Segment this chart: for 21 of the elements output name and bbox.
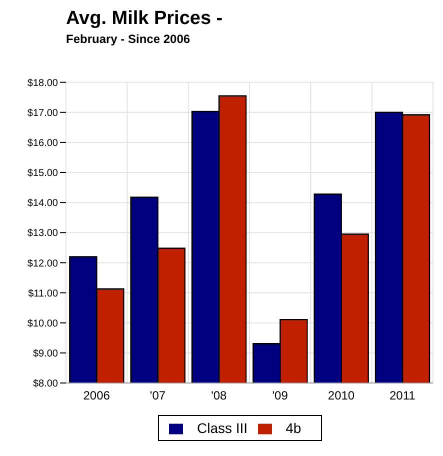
y-tick-label: $11.00 — [28, 288, 58, 300]
x-tick-label: 2011 — [390, 388, 416, 403]
y-tick-label: $13.00 — [27, 228, 58, 240]
x-tick-label: '07 — [150, 388, 166, 403]
x-tick-label: '08 — [211, 388, 228, 403]
chart-title: Avg. Milk Prices - — [66, 8, 224, 30]
y-tick-label: $8.00 — [32, 378, 58, 390]
x-tick-label: 2006 — [83, 388, 110, 403]
x-tick-label: 2010 — [328, 388, 355, 403]
legend-label: 4b — [286, 420, 302, 436]
chart-subtitle: February - Since 2006 — [66, 32, 192, 46]
x-tick-label: '09 — [272, 388, 288, 403]
y-tick-label: $16.00 — [27, 138, 58, 149]
y-tick-label: $18.00 — [27, 78, 58, 89]
y-tick-label: $15.00 — [27, 168, 58, 180]
y-tick-label: $14.00 — [27, 198, 58, 210]
y-tick-label: $10.00 — [27, 318, 58, 330]
y-tick-label: $12.00 — [27, 258, 58, 270]
legend-label: Class III — [197, 420, 248, 436]
y-tick-label: $9.00 — [32, 348, 58, 360]
y-tick-label: $17.00 — [27, 108, 58, 119]
